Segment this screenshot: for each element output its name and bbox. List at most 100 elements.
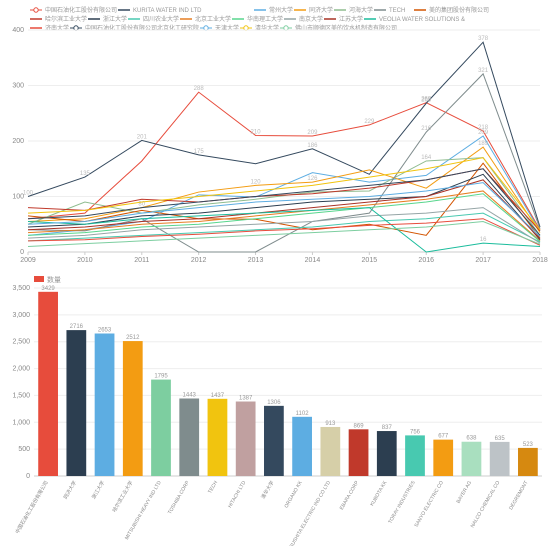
svg-text:638: 638 [466,436,477,442]
svg-text:300: 300 [12,83,24,90]
svg-text:天津大学: 天津大学 [215,24,239,32]
bar-category-label: 哈尔滨工业大学 [111,480,135,514]
bar [236,401,256,476]
svg-text:523: 523 [523,442,534,448]
svg-text:美的集团股份有限公司: 美的集团股份有限公司 [429,6,489,14]
svg-text:哈尔滨工业大学: 哈尔滨工业大学 [45,15,87,23]
bar-category-label: 清华大学 [260,480,276,501]
svg-text:1102: 1102 [296,411,310,417]
svg-text:378: 378 [478,36,489,42]
svg-text:120: 120 [251,179,262,185]
svg-text:913: 913 [325,421,336,427]
svg-text:2009: 2009 [20,257,36,264]
svg-text:677: 677 [438,434,449,440]
bar [490,442,510,476]
svg-text:河海大学: 河海大学 [349,6,373,14]
svg-text:清华大学: 清华大学 [255,24,279,32]
svg-text:2016: 2016 [418,257,434,264]
svg-text:四川农业大学: 四川农业大学 [143,15,179,23]
svg-text:同济大学: 同济大学 [309,6,333,14]
svg-text:186: 186 [307,143,318,149]
bar [208,399,228,476]
svg-text:756: 756 [410,429,421,435]
bar-legend-label: 数量 [47,275,61,284]
svg-text:500: 500 [18,446,30,453]
svg-text:2012: 2012 [191,257,207,264]
svg-text:100: 100 [23,191,34,197]
svg-text:1795: 1795 [154,374,168,380]
svg-text:189: 189 [478,141,489,147]
svg-text:2017: 2017 [475,257,491,264]
bar-category-label: TECH [207,480,219,495]
bar-category-label: DEGREMONT [508,480,529,511]
svg-text:华南理工大学: 华南理工大学 [247,15,283,23]
svg-text:2015: 2015 [362,257,378,264]
svg-text:2512: 2512 [126,335,140,341]
svg-text:635: 635 [495,436,506,442]
bar [518,448,538,476]
svg-text:2018: 2018 [532,257,548,264]
bar-category-label: TORAY INDUSTRIES [387,479,417,524]
svg-text:268: 268 [421,97,432,103]
bar [320,427,340,476]
svg-text:浙江大学: 浙江大学 [103,15,127,23]
svg-text:常州大学: 常州大学 [269,6,293,14]
svg-text:209: 209 [307,130,318,136]
bar-chart-legend: 数量 [34,275,61,284]
svg-text:321: 321 [478,68,489,74]
bar-category-label: 同济大学 [62,480,78,501]
bar-category-label: SANYO ELECTRIC CO [414,480,446,529]
svg-text:1,500: 1,500 [12,392,30,399]
svg-text:佛山市顺德区美的饮水机制造有限公司: 佛山市顺德区美的饮水机制造有限公司 [295,24,397,32]
line-chart-legend: 中国石油化工股份有限公司 KURITA WATER IND LTD 常州大学 同济大学… [30,6,489,32]
svg-text:2,000: 2,000 [12,366,30,373]
bar [151,380,171,476]
series-line [28,42,540,227]
svg-text:0: 0 [20,249,24,256]
svg-text:126: 126 [307,176,318,182]
svg-text:江苏大学: 江苏大学 [339,15,363,23]
svg-text:210: 210 [251,129,262,135]
bar [405,435,425,476]
svg-text:1306: 1306 [267,400,281,406]
bar-category-label: ORGANO KK [283,479,304,509]
svg-text:164: 164 [421,155,432,161]
svg-text:209: 209 [478,130,489,136]
svg-text:2716: 2716 [70,324,84,330]
bar [377,431,397,476]
svg-text:2013: 2013 [248,257,264,264]
svg-text:KURITA WATER IND LTD: KURITA WATER IND LTD [133,8,202,14]
svg-text:837: 837 [382,425,393,431]
svg-text:中国石油化工股份有限公司: 中国石油化工股份有限公司 [45,6,117,14]
svg-text:200: 200 [12,138,24,145]
svg-text:175: 175 [194,149,205,155]
svg-text:2014: 2014 [305,257,321,264]
svg-text:288: 288 [194,86,205,92]
svg-text:2,500: 2,500 [12,339,30,346]
bar-chart: 数量05001,0001,5002,0002,5003,0003,5003429… [0,270,550,546]
bar-category-label: 浙江大学 [90,480,106,501]
bar [349,429,369,476]
svg-text:1387: 1387 [239,395,253,401]
bar [95,333,115,476]
bar [123,341,143,476]
svg-text:VEOLIA WATER SOLUTIONS &: VEOLIA WATER SOLUTIONS & [379,17,465,23]
bar-category-label: BAYER AG [456,480,474,505]
bar [462,442,482,476]
svg-text:2653: 2653 [98,327,112,333]
line-chart: 中国石油化工股份有限公司 KURITA WATER IND LTD 常州大学 同济大学… [0,0,550,270]
svg-text:3,500: 3,500 [12,285,30,292]
bar [66,330,86,476]
bar [179,398,199,476]
svg-text:400: 400 [12,27,24,34]
svg-text:1,000: 1,000 [12,419,30,426]
svg-text:2011: 2011 [134,257,149,264]
bar [264,406,284,476]
svg-text:中国石油化工股份有限公司北京化工研究院: 中国石油化工股份有限公司北京化工研究院 [85,24,199,32]
bar-category-label: EBARA CORP [339,479,361,511]
bar [433,440,453,476]
svg-text:TECH: TECH [389,8,405,14]
svg-text:135: 135 [80,171,91,177]
svg-text:216: 216 [421,126,432,132]
svg-text:3,000: 3,000 [12,312,30,319]
